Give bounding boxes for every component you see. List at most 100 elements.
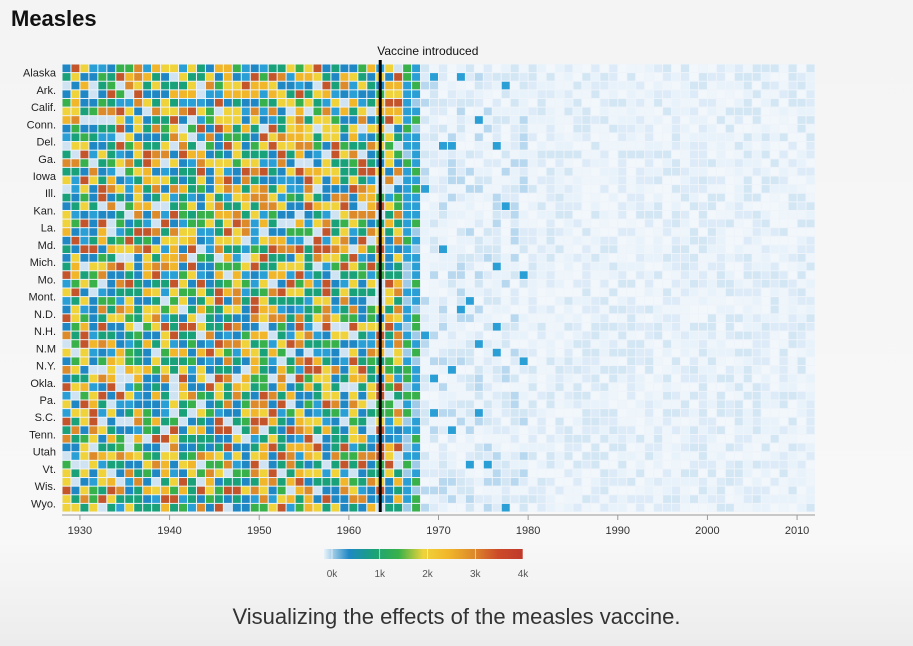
heatmap-cell <box>474 417 483 426</box>
heatmap-cell <box>788 357 797 366</box>
heatmap-cell <box>779 314 788 322</box>
heatmap-cell <box>295 210 304 219</box>
heatmap-cell <box>277 443 286 452</box>
heatmap-cell <box>188 434 196 443</box>
heatmap-cell <box>89 150 98 159</box>
heatmap-cell <box>241 391 250 400</box>
heatmap-cell <box>537 202 546 210</box>
heatmap-cell <box>645 116 654 124</box>
heatmap-cell <box>89 185 98 193</box>
heatmap-cell <box>250 262 259 271</box>
heatmap-cell <box>223 391 232 400</box>
heatmap-cell <box>564 409 573 417</box>
heatmap-cell <box>331 383 340 391</box>
heatmap-cell <box>501 434 510 443</box>
heatmap-cell <box>143 133 152 142</box>
heatmap-cell <box>125 486 134 495</box>
heatmap-cell <box>510 254 519 262</box>
x-tick-label: 1980 <box>516 525 540 537</box>
heatmap-cell <box>367 150 376 159</box>
heatmap-cell <box>214 314 223 322</box>
heatmap-cell <box>340 202 349 210</box>
heatmap-cell <box>698 228 707 236</box>
heatmap-cell <box>492 185 501 193</box>
heatmap-cell <box>510 478 519 486</box>
heatmap-cell <box>331 443 340 452</box>
heatmap-cell <box>627 202 636 210</box>
heatmap-cell <box>214 219 223 228</box>
heatmap-cell <box>134 124 143 133</box>
heatmap-cell <box>161 202 170 210</box>
heatmap-cell <box>161 288 170 297</box>
heatmap-cell <box>268 357 277 366</box>
heatmap-cell <box>385 167 394 176</box>
heatmap-cell <box>394 133 403 142</box>
heatmap-cell <box>259 503 268 512</box>
heatmap-cell <box>806 279 815 288</box>
heatmap-cell <box>340 495 349 503</box>
heatmap-cell <box>331 262 340 271</box>
heatmap-cell <box>304 460 313 469</box>
heatmap-cell <box>322 228 331 236</box>
heatmap-cell <box>421 245 430 254</box>
heatmap-cell <box>474 297 483 305</box>
heatmap-cell <box>439 460 447 469</box>
heatmap-cell <box>367 357 376 366</box>
heatmap-cell <box>125 228 134 236</box>
heatmap-cell <box>170 426 179 434</box>
heatmap-cell <box>528 245 537 254</box>
heatmap-cell <box>645 167 654 176</box>
heatmap-cell <box>250 133 259 142</box>
heatmap-cell <box>295 90 304 98</box>
heatmap-cell <box>672 452 681 460</box>
heatmap-cell <box>573 262 582 271</box>
heatmap-cell <box>734 176 743 185</box>
heatmap-cell <box>268 297 277 305</box>
heatmap-cell <box>698 64 707 73</box>
heatmap-cell <box>349 245 358 254</box>
heatmap-cell <box>600 305 609 314</box>
heatmap-cell <box>98 478 107 486</box>
heatmap-cell <box>672 133 681 142</box>
heatmap-cell <box>205 348 214 357</box>
heatmap-cell <box>268 219 277 228</box>
heatmap-cell <box>582 288 591 297</box>
heatmap-cell <box>519 348 528 357</box>
heatmap-cell <box>663 81 672 90</box>
heatmap-cell <box>259 434 268 443</box>
heatmap-cell <box>125 73 134 81</box>
heatmap-cell <box>618 305 627 314</box>
heatmap-cell <box>591 254 600 262</box>
heatmap-cell <box>304 236 313 245</box>
heatmap-cell <box>618 245 627 254</box>
heatmap-cell <box>196 348 205 357</box>
heatmap-cell <box>89 90 98 98</box>
heatmap-cell <box>519 254 528 262</box>
heatmap-cell <box>465 279 474 288</box>
heatmap-cell <box>725 254 734 262</box>
heatmap-cell <box>770 469 779 478</box>
heatmap-cell <box>161 219 170 228</box>
heatmap-cell <box>609 124 618 133</box>
heatmap-cell <box>322 107 331 116</box>
heatmap-cell <box>439 305 447 314</box>
heatmap-cell <box>609 254 618 262</box>
heatmap-cell <box>752 426 761 434</box>
heatmap-cell <box>564 460 573 469</box>
heatmap-cell <box>582 452 591 460</box>
heatmap-cell <box>537 383 546 391</box>
heatmap-cell <box>214 64 223 73</box>
heatmap-cell <box>134 193 143 202</box>
heatmap-cell <box>322 219 331 228</box>
heatmap-cell <box>465 107 474 116</box>
heatmap-cell <box>555 305 564 314</box>
heatmap-cell <box>743 357 752 366</box>
heatmap-cell <box>519 383 528 391</box>
heatmap-cell <box>412 124 421 133</box>
heatmap-cell <box>385 150 394 159</box>
heatmap-cell <box>564 167 573 176</box>
heatmap-cell <box>690 262 698 271</box>
heatmap-cell <box>152 236 161 245</box>
heatmap-cell <box>241 314 250 322</box>
heatmap-cell <box>681 495 689 503</box>
